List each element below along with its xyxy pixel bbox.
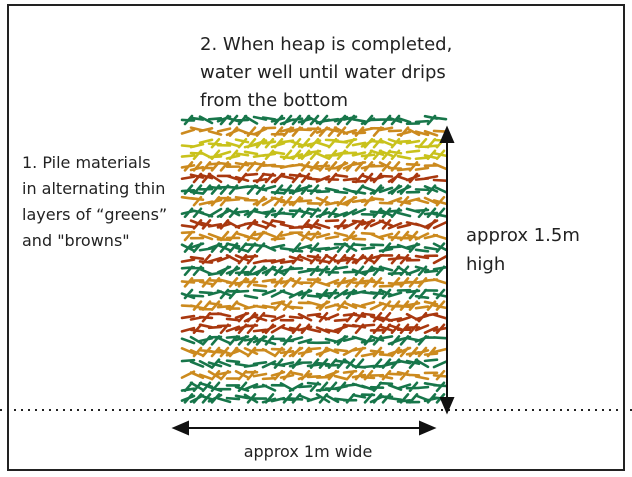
step1-line: and "browns"	[22, 231, 130, 250]
step2-line: water well until water drips	[200, 62, 446, 83]
heap-layer	[180, 358, 448, 369]
step2-line: from the bottom	[200, 90, 348, 111]
heap-layer	[180, 381, 448, 393]
heap-layer	[180, 323, 448, 335]
step2-line: 2. When heap is completed,	[200, 34, 452, 55]
height-label: high	[466, 254, 505, 275]
heap-layer	[180, 300, 448, 311]
heap-layer	[180, 172, 448, 184]
heap-layer	[180, 207, 448, 219]
step1-line: in alternating thin	[22, 179, 165, 198]
heap-layer	[180, 242, 448, 253]
step1-line: 1. Pile materials	[22, 153, 151, 172]
heap-layer	[180, 161, 448, 172]
heap-layer	[180, 149, 448, 161]
width-arrow	[171, 420, 437, 436]
heap-layer	[180, 219, 448, 230]
compost-heap	[180, 114, 448, 404]
heap-layer	[180, 265, 448, 277]
heap-layer	[180, 230, 448, 242]
width-label: approx 1m wide	[244, 442, 373, 461]
heap-layer	[180, 114, 448, 126]
heap-layer	[180, 393, 448, 404]
heap-layer	[180, 137, 448, 149]
step1-line: layers of “greens”	[22, 205, 167, 224]
heap-layer	[180, 288, 448, 300]
height-label: approx 1.5m	[466, 225, 580, 246]
heap-layer	[180, 335, 448, 346]
height-arrow	[439, 125, 455, 415]
heap-layer	[180, 311, 448, 323]
heap-layer	[180, 277, 448, 288]
heap-layer	[180, 253, 448, 265]
heap-layer	[180, 184, 448, 195]
heap-layer	[180, 346, 448, 358]
heap-layer	[180, 369, 448, 381]
heap-layer	[180, 126, 448, 137]
heap-layer	[180, 195, 448, 207]
